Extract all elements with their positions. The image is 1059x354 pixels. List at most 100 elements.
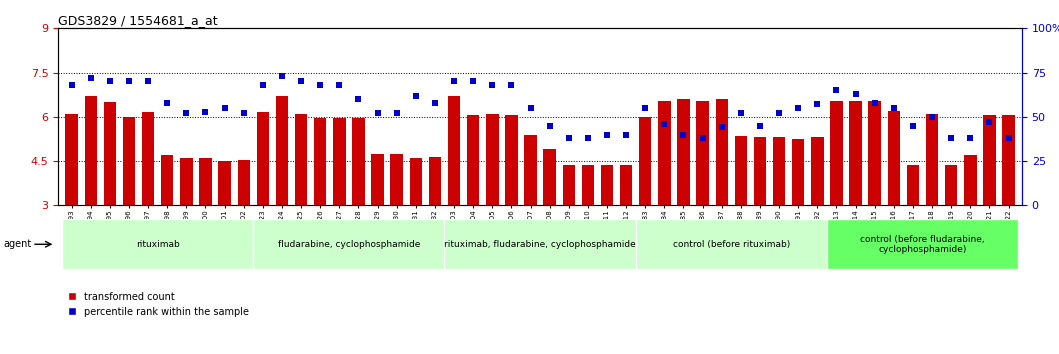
Bar xyxy=(754,137,767,205)
Bar xyxy=(635,219,827,269)
Bar xyxy=(372,154,383,205)
Bar xyxy=(180,158,193,205)
Point xyxy=(675,132,692,137)
Bar xyxy=(85,96,97,205)
Point xyxy=(330,82,347,88)
Bar xyxy=(792,139,805,205)
Bar xyxy=(104,102,116,205)
Bar xyxy=(945,166,957,205)
Bar xyxy=(983,115,995,205)
Point xyxy=(1000,135,1017,141)
Point xyxy=(484,82,501,88)
Bar xyxy=(505,115,518,205)
Bar xyxy=(887,111,900,205)
Text: control (before rituximab): control (before rituximab) xyxy=(672,240,790,249)
Point xyxy=(427,100,444,105)
Text: rituximab: rituximab xyxy=(136,240,180,249)
Bar xyxy=(735,136,747,205)
Bar xyxy=(907,166,919,205)
Point xyxy=(102,79,119,84)
Bar xyxy=(486,114,499,205)
Point xyxy=(847,91,864,97)
Point xyxy=(714,125,731,130)
Bar xyxy=(237,160,250,205)
Point xyxy=(64,82,80,88)
Bar xyxy=(562,166,575,205)
Point xyxy=(235,110,252,116)
Bar xyxy=(811,137,824,205)
Text: GDS3829 / 1554681_a_at: GDS3829 / 1554681_a_at xyxy=(58,14,218,27)
Point xyxy=(636,105,653,111)
Bar xyxy=(581,166,594,205)
Point xyxy=(465,79,482,84)
Point xyxy=(981,119,998,125)
Bar xyxy=(410,158,423,205)
Point xyxy=(121,79,138,84)
Bar xyxy=(62,219,253,269)
Point xyxy=(522,105,539,111)
Bar xyxy=(218,161,231,205)
Point xyxy=(349,96,366,102)
Bar xyxy=(256,113,269,205)
Bar xyxy=(639,117,651,205)
Point xyxy=(598,132,615,137)
Text: control (before fludarabine,
cyclophosphamide): control (before fludarabine, cyclophosph… xyxy=(860,235,985,254)
Bar xyxy=(849,101,862,205)
Point xyxy=(541,123,558,129)
Point xyxy=(943,135,959,141)
Point xyxy=(216,105,233,111)
Bar xyxy=(353,118,364,205)
Point xyxy=(254,82,271,88)
Bar xyxy=(161,155,174,205)
Bar xyxy=(123,117,136,205)
Point xyxy=(292,79,309,84)
Point xyxy=(159,100,176,105)
Point xyxy=(752,123,769,129)
Bar xyxy=(827,219,1018,269)
Point xyxy=(273,73,290,79)
Point xyxy=(579,135,596,141)
Bar xyxy=(830,101,843,205)
Bar xyxy=(199,158,212,205)
Point xyxy=(809,102,826,107)
Bar xyxy=(964,155,976,205)
Bar xyxy=(275,96,288,205)
Bar xyxy=(600,166,613,205)
Text: rituximab, fludarabine, cyclophosphamide: rituximab, fludarabine, cyclophosphamide xyxy=(444,240,636,249)
Text: fludarabine, cyclophosphamide: fludarabine, cyclophosphamide xyxy=(277,240,420,249)
Bar xyxy=(142,113,155,205)
Point xyxy=(694,135,711,141)
Point xyxy=(656,121,672,127)
Point xyxy=(503,82,520,88)
Bar xyxy=(294,114,307,205)
Point xyxy=(733,110,750,116)
Bar xyxy=(773,137,786,205)
Point xyxy=(140,79,157,84)
Bar xyxy=(524,135,537,205)
Bar xyxy=(313,118,326,205)
Bar xyxy=(253,219,445,269)
Bar xyxy=(1002,115,1015,205)
Point xyxy=(408,93,425,98)
Bar xyxy=(620,166,632,205)
Text: agent: agent xyxy=(3,239,31,249)
Bar xyxy=(678,99,689,205)
Bar xyxy=(697,101,708,205)
Point xyxy=(885,105,902,111)
Bar xyxy=(543,149,556,205)
Point xyxy=(962,135,979,141)
Bar xyxy=(448,96,461,205)
Point xyxy=(178,110,195,116)
Bar xyxy=(926,114,938,205)
Point xyxy=(389,110,406,116)
Point xyxy=(311,82,328,88)
Bar xyxy=(658,101,670,205)
Bar xyxy=(467,115,480,205)
Point xyxy=(771,110,788,116)
Bar xyxy=(66,114,78,205)
Point xyxy=(370,110,387,116)
Point xyxy=(197,109,214,114)
Point xyxy=(828,87,845,93)
Point xyxy=(866,100,883,105)
Point xyxy=(923,114,940,120)
